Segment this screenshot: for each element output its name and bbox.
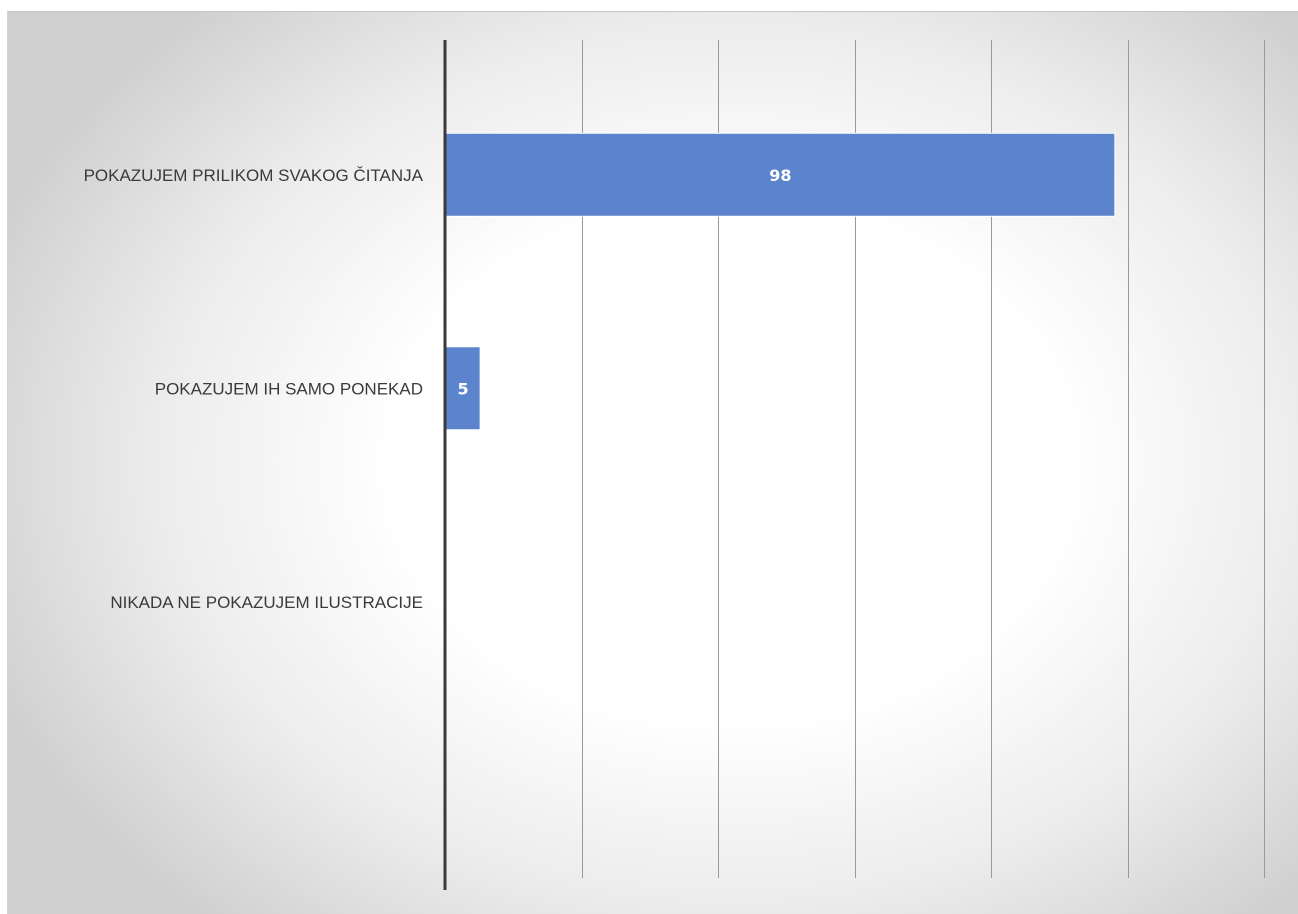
bar-chart: POKAZUJEM PRILIKOM SVAKOG ČITANJA POKAZUJ…: [84, 40, 1265, 890]
data-label-1: 5: [457, 379, 468, 398]
chart-area: POKAZUJEM PRILIKOM SVAKOG ČITANJA POKAZUJ…: [7, 11, 1298, 914]
category-label-2: NIKADA NE POKAZUJEM ILUSTRACIJE: [110, 593, 423, 612]
category-label-0: POKAZUJEM PRILIKOM SVAKOG ČITANJA: [84, 166, 424, 185]
data-labels: 98 5 0: [437, 166, 791, 612]
data-label-0: 98: [769, 166, 791, 185]
bars: [445, 132, 1116, 431]
data-label-2: 0: [437, 593, 448, 612]
category-labels: POKAZUJEM PRILIKOM SVAKOG ČITANJA POKAZUJ…: [84, 166, 424, 612]
bar-0: [445, 132, 1116, 217]
category-label-1: POKAZUJEM IH SAMO PONEKAD: [155, 379, 423, 398]
